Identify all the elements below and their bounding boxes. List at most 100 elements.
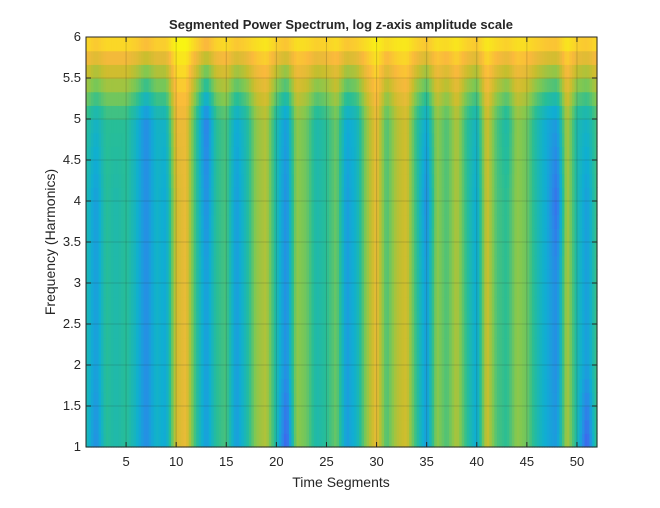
contour-cell [253, 228, 257, 243]
contour-cell [484, 351, 488, 366]
contour-cell [359, 242, 363, 257]
contour-cell [221, 119, 225, 134]
contour-cell [526, 310, 530, 325]
contour-cell [233, 433, 237, 448]
contour-cell [283, 392, 287, 407]
contour-cell [183, 378, 187, 393]
contour-cell [366, 365, 370, 380]
contour-cell [566, 419, 571, 434]
contour-cell [221, 160, 225, 175]
contour-cell [549, 392, 553, 407]
contour-cell [541, 296, 545, 311]
contour-cell [586, 406, 591, 421]
contour-cell [98, 310, 102, 325]
contour-cell [153, 392, 157, 407]
contour-cell [349, 146, 353, 161]
contour-cell [123, 146, 127, 161]
contour-cell [196, 310, 200, 325]
contour-cell [223, 378, 227, 393]
contour-cell [506, 119, 510, 134]
contour-cell [514, 419, 518, 434]
contour-cell [459, 392, 463, 407]
contour-cell [333, 296, 338, 311]
contour-cell [86, 255, 90, 270]
contour-cell [108, 269, 112, 284]
contour-cell [281, 324, 285, 339]
contour-cell [561, 296, 566, 311]
contour-cell [469, 255, 473, 270]
contour-cell [121, 242, 125, 257]
contour-cell [301, 214, 305, 229]
contour-cell [459, 242, 463, 257]
contour-cell [241, 228, 245, 243]
contour-cell [103, 228, 107, 243]
contour-cell [223, 173, 227, 188]
contour-cell [168, 201, 172, 216]
contour-cell [196, 160, 200, 175]
contour-cell [391, 365, 395, 380]
contour-cell [354, 132, 358, 147]
contour-cell [396, 269, 400, 284]
contour-cell [133, 351, 137, 366]
contour-cell [216, 119, 220, 134]
contour-cell [366, 337, 370, 352]
contour-cell [594, 351, 598, 366]
contour-cell [541, 242, 545, 257]
contour-cell [143, 242, 147, 257]
contour-cell [569, 255, 573, 270]
contour-cell [394, 160, 398, 175]
contour-cell [499, 269, 503, 284]
contour-cell [536, 132, 540, 147]
contour-cell [461, 255, 465, 270]
contour-cell [248, 269, 252, 284]
contour-cell [268, 269, 272, 284]
contour-cell [228, 310, 232, 325]
contour-cell [298, 214, 303, 229]
contour-cell [501, 365, 505, 380]
contour-cell [409, 419, 413, 434]
contour-cell [331, 378, 335, 393]
contour-cell [153, 324, 157, 339]
contour-cell [449, 351, 453, 366]
contour-cell [499, 351, 503, 366]
contour-cell [246, 433, 250, 448]
contour-cell [574, 269, 578, 284]
contour-cell [281, 160, 285, 175]
contour-cell [594, 283, 598, 298]
contour-cell [143, 337, 147, 352]
contour-cell [371, 160, 375, 175]
contour-cell [198, 201, 202, 216]
contour-cell [126, 433, 130, 448]
contour-cell [111, 392, 115, 407]
contour-cell [581, 132, 586, 147]
contour-cell [236, 228, 240, 243]
contour-cell [504, 201, 508, 216]
contour-cell [201, 214, 205, 229]
contour-cell [401, 406, 405, 421]
contour-cell [136, 419, 140, 434]
contour-cell [421, 378, 425, 393]
contour-cell [198, 310, 202, 325]
contour-cell [333, 406, 338, 421]
contour-cell [173, 337, 177, 352]
contour-cell [268, 419, 272, 434]
contour-cell [559, 419, 563, 434]
contour-cell [479, 173, 483, 188]
contour-cell [574, 255, 578, 270]
contour-cell [401, 242, 405, 257]
contour-cell [341, 351, 345, 366]
contour-cell [434, 310, 438, 325]
contour-cell [419, 269, 423, 284]
contour-cell [296, 214, 300, 229]
contour-cell [253, 201, 257, 216]
contour-cell [344, 269, 348, 284]
contour-cell [233, 269, 237, 284]
contour-cell [354, 419, 358, 434]
contour-cell [196, 283, 200, 298]
contour-cell [476, 160, 480, 175]
contour-cell [153, 242, 157, 257]
contour-cell [356, 146, 360, 161]
contour-cell [396, 406, 400, 421]
contour-cell [286, 296, 290, 311]
contour-cell [489, 242, 493, 257]
